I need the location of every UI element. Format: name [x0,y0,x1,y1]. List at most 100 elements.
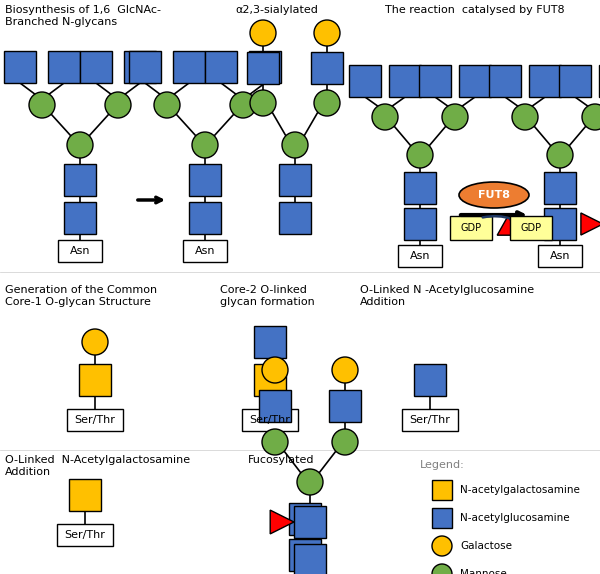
Bar [189,164,221,196]
Text: Asn: Asn [550,251,570,261]
Bar [64,164,96,196]
Text: Asn: Asn [195,246,215,256]
Bar [294,506,326,538]
Bar [189,202,221,234]
Bar [279,164,311,196]
Text: Mannose: Mannose [460,569,507,574]
Circle shape [547,142,573,168]
Text: GDP: GDP [520,223,542,233]
Bar [489,65,521,97]
Circle shape [192,132,218,158]
Circle shape [29,92,55,118]
Bar [124,51,156,83]
Bar [242,409,298,431]
Bar [544,172,576,204]
Circle shape [154,92,180,118]
Text: Biosynthesis of 1,6  GlcNAc-
Branched N-glycans: Biosynthesis of 1,6 GlcNAc- Branched N-g… [5,5,161,26]
Text: Core-2 O-linked
glycan formation: Core-2 O-linked glycan formation [220,285,315,307]
Bar [329,390,361,422]
Circle shape [432,564,452,574]
Bar [279,202,311,234]
Bar [69,479,101,511]
Bar [599,65,600,97]
Bar [559,65,591,97]
Text: Galactose: Galactose [460,541,512,551]
Text: Asn: Asn [70,246,90,256]
Bar [67,409,123,431]
Polygon shape [270,510,294,534]
Circle shape [512,104,538,130]
Bar [311,52,343,84]
Circle shape [372,104,398,130]
Bar [289,539,321,571]
Bar [289,503,321,535]
Bar [57,524,113,546]
Circle shape [250,20,276,46]
Bar [254,364,286,396]
Bar [432,480,452,500]
Bar [389,65,421,97]
Text: O-Linked N -Acetylglucosamine
Addition: O-Linked N -Acetylglucosamine Addition [360,285,534,307]
Bar [259,390,291,422]
Bar [544,208,576,240]
Bar [398,245,442,267]
Text: Ser/Thr: Ser/Thr [250,415,290,425]
Bar [79,364,111,396]
Bar [254,326,286,358]
Bar [459,65,491,97]
Bar [4,51,36,83]
Bar [173,51,205,83]
Ellipse shape [459,182,529,208]
Text: α2,3-sialylated: α2,3-sialylated [235,5,318,15]
Circle shape [332,357,358,383]
Circle shape [282,132,308,158]
Bar [414,364,446,396]
Circle shape [67,132,93,158]
Bar [404,172,436,204]
Circle shape [82,329,108,355]
Text: Fucosylated: Fucosylated [248,455,314,465]
Polygon shape [497,216,519,235]
Text: N-acetylgalactosamine: N-acetylgalactosamine [460,485,580,495]
Bar [294,544,326,574]
Text: Ser/Thr: Ser/Thr [410,415,451,425]
Text: GDP: GDP [460,223,482,233]
Text: Ser/Thr: Ser/Thr [74,415,115,425]
Bar [80,51,112,83]
Circle shape [250,90,276,116]
Text: The reaction  catalysed by FUT8: The reaction catalysed by FUT8 [385,5,565,15]
Circle shape [262,429,288,455]
Bar [249,51,281,83]
Bar [529,65,561,97]
Bar [404,208,436,240]
Text: FUT8: FUT8 [478,190,510,200]
Bar [129,51,161,83]
Bar [64,202,96,234]
Circle shape [230,92,256,118]
Bar [247,52,279,84]
Circle shape [262,357,288,383]
Bar [538,245,582,267]
Circle shape [105,92,131,118]
Bar [510,216,552,240]
Circle shape [407,142,433,168]
Text: Legend:: Legend: [420,460,465,470]
Bar [432,508,452,528]
Circle shape [432,536,452,556]
Bar [349,65,381,97]
Bar [58,240,102,262]
Text: Asn: Asn [410,251,430,261]
Polygon shape [581,213,600,235]
Bar [183,240,227,262]
Bar [402,409,458,431]
Circle shape [582,104,600,130]
Text: Ser/Thr: Ser/Thr [65,530,106,540]
Circle shape [442,104,468,130]
Circle shape [297,469,323,495]
Bar [450,216,492,240]
Text: N-acetylglucosamine: N-acetylglucosamine [460,513,569,523]
Circle shape [314,90,340,116]
Text: Generation of the Common
Core-1 O-glycan Structure: Generation of the Common Core-1 O-glycan… [5,285,157,307]
Bar [205,51,237,83]
Bar [419,65,451,97]
